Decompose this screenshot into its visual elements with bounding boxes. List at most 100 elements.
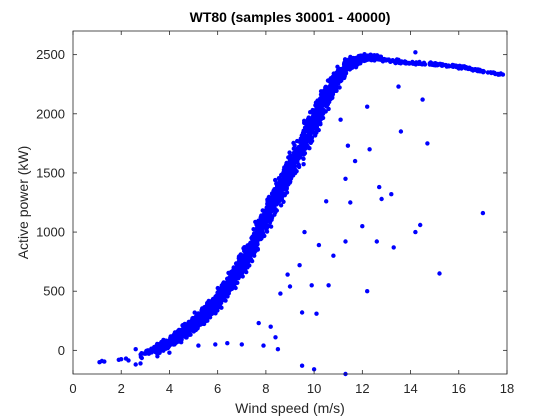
outlier-point (126, 358, 131, 363)
data-point (307, 146, 312, 151)
outlier-point (396, 84, 401, 89)
data-point (287, 158, 293, 163)
data-point (285, 166, 290, 171)
data-point (359, 55, 364, 61)
data-point (320, 101, 325, 107)
data-point (310, 119, 315, 124)
data-point (225, 284, 230, 290)
data-point (339, 78, 344, 83)
data-point (176, 339, 182, 344)
data-point (291, 157, 297, 162)
data-point (358, 61, 363, 66)
outlier-point (425, 141, 430, 146)
x-tick-label: 6 (214, 381, 221, 396)
data-point (249, 258, 255, 264)
data-point (231, 280, 237, 286)
data-point (212, 296, 217, 301)
data-point (396, 57, 401, 62)
outlier-point (268, 324, 273, 329)
data-point (205, 318, 210, 323)
y-tick-label: 2500 (36, 47, 65, 62)
data-point (324, 98, 329, 103)
data-point (272, 201, 278, 206)
data-point (216, 289, 221, 295)
data-point (278, 203, 284, 208)
data-point (279, 183, 285, 188)
y-tick-label: 500 (43, 284, 65, 299)
outlier-point (273, 335, 278, 340)
data-point (284, 186, 289, 191)
outlier-point (343, 176, 348, 181)
data-point (301, 156, 306, 161)
data-point (327, 85, 332, 90)
data-point (287, 180, 292, 185)
outlier-point (360, 224, 365, 229)
outlier-point (314, 311, 319, 316)
data-point (390, 58, 395, 63)
data-point (242, 266, 247, 271)
outlier-point (420, 97, 425, 102)
outlier-point (261, 343, 266, 348)
data-point (251, 227, 256, 232)
outlier-point (275, 347, 281, 352)
data-point (277, 176, 283, 182)
data-point (313, 133, 318, 138)
outlier-point (133, 347, 138, 352)
data-point (279, 197, 285, 202)
plot-area (73, 31, 507, 374)
outlier-point (348, 200, 353, 205)
data-point (323, 89, 329, 95)
outlier-point (374, 239, 379, 244)
data-point (155, 345, 161, 351)
data-point (320, 115, 326, 121)
points-layer (97, 50, 506, 377)
data-point (444, 64, 449, 69)
data-point (138, 354, 144, 360)
data-point (347, 60, 352, 65)
data-point (162, 345, 168, 350)
data-point (470, 68, 476, 73)
data-point (218, 300, 224, 306)
data-point (236, 254, 242, 259)
data-point (273, 177, 278, 183)
data-point (373, 54, 379, 60)
outlier-point (389, 192, 394, 197)
data-point (268, 199, 273, 204)
data-point (255, 240, 260, 245)
data-point (235, 267, 240, 273)
chart-title: WT80 (samples 30001 - 40000) (190, 9, 391, 25)
data-point (233, 285, 238, 291)
y-tick-label: 0 (58, 343, 65, 358)
data-point (162, 338, 167, 343)
data-point (303, 145, 308, 150)
data-point (261, 225, 266, 230)
data-point (215, 296, 221, 301)
x-tick-label: 2 (118, 381, 125, 396)
data-point (351, 57, 357, 62)
data-point (328, 96, 333, 102)
data-point (313, 126, 318, 131)
data-point (185, 330, 191, 335)
data-point (240, 261, 245, 266)
outlier-point (119, 357, 124, 362)
x-tick-label: 12 (355, 381, 369, 396)
data-point (308, 122, 313, 128)
data-point (400, 60, 405, 65)
data-point (225, 289, 231, 294)
outlier-point (331, 253, 336, 258)
outlier-point (155, 354, 160, 359)
data-point (306, 129, 311, 134)
outlier-point (133, 362, 138, 367)
data-point (243, 257, 249, 262)
data-point (403, 59, 408, 65)
data-point (189, 327, 195, 332)
data-point (258, 230, 264, 235)
data-point (190, 316, 195, 321)
data-point (299, 140, 304, 145)
data-point (335, 71, 340, 76)
outlier-point (225, 341, 230, 346)
outlier-point (285, 272, 290, 277)
data-point (302, 118, 307, 124)
data-point (171, 339, 176, 344)
